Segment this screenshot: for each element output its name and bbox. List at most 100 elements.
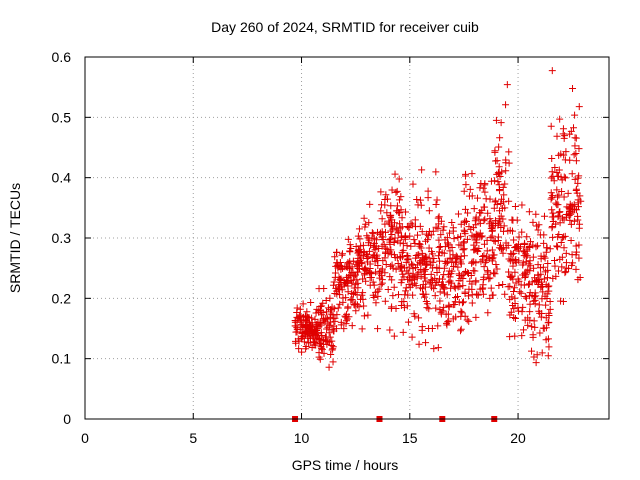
data-point	[511, 294, 519, 302]
data-point	[481, 188, 489, 196]
data-point	[308, 344, 316, 352]
data-point	[409, 261, 417, 269]
data-point	[400, 304, 408, 312]
data-point	[407, 277, 415, 285]
data-point	[456, 256, 464, 264]
data-point	[402, 208, 410, 216]
data-point	[381, 254, 389, 262]
data-point	[403, 242, 411, 250]
data-point	[484, 309, 492, 317]
data-point	[520, 241, 528, 249]
data-point	[555, 267, 563, 275]
data-point	[570, 124, 578, 132]
data-point	[358, 325, 366, 333]
data-point	[337, 318, 345, 326]
data-point	[334, 283, 342, 291]
data-point	[500, 191, 508, 199]
data-point	[426, 280, 434, 288]
data-point	[295, 345, 303, 353]
y-tick-label: 0.6	[52, 49, 72, 65]
data-point	[537, 270, 545, 278]
data-point	[526, 308, 534, 316]
data-point	[352, 307, 360, 315]
data-point	[542, 301, 550, 309]
data-point	[308, 314, 316, 322]
data-point	[458, 309, 466, 317]
data-point	[575, 241, 583, 249]
data-point	[440, 271, 448, 279]
data-point	[553, 186, 561, 194]
data-point	[383, 195, 391, 203]
data-point	[492, 197, 500, 205]
data-point	[537, 313, 545, 321]
data-point	[417, 201, 425, 209]
data-point	[334, 304, 342, 312]
data-point	[354, 279, 362, 287]
data-point	[499, 244, 507, 252]
data-point	[529, 253, 537, 261]
data-point	[449, 224, 457, 232]
data-point	[494, 237, 502, 245]
data-point	[360, 214, 368, 222]
data-point	[418, 228, 426, 236]
data-point	[491, 270, 499, 278]
data-point	[331, 317, 339, 325]
data-point	[525, 281, 533, 289]
data-point	[515, 233, 523, 241]
data-point	[443, 234, 451, 242]
data-point	[520, 281, 528, 289]
data-point	[362, 220, 370, 228]
data-point	[496, 217, 504, 225]
data-point	[347, 244, 355, 252]
data-point	[528, 323, 536, 331]
data-point	[519, 303, 527, 311]
data-point	[524, 314, 532, 322]
data-point	[549, 233, 557, 241]
data-point	[440, 223, 448, 231]
data-point	[322, 296, 330, 304]
data-point	[523, 247, 531, 255]
data-point	[323, 325, 331, 333]
data-point	[384, 285, 392, 293]
data-point	[428, 325, 436, 333]
data-point	[554, 193, 562, 201]
data-point	[479, 276, 487, 284]
data-point	[434, 322, 442, 330]
data-point	[575, 145, 583, 153]
data-point	[375, 285, 383, 293]
data-point	[430, 345, 438, 353]
data-point	[525, 243, 533, 251]
data-point	[314, 324, 322, 332]
data-point	[360, 302, 368, 310]
data-point	[413, 196, 421, 204]
data-point	[544, 274, 552, 282]
data-point	[462, 217, 470, 225]
data-point	[418, 258, 426, 266]
data-point	[548, 213, 556, 221]
data-point	[518, 201, 526, 209]
data-point	[525, 208, 533, 216]
data-point	[515, 307, 523, 315]
data-point	[557, 239, 565, 247]
data-point	[477, 258, 485, 266]
data-point	[424, 236, 432, 244]
data-point	[512, 279, 520, 287]
data-point	[445, 317, 453, 325]
data-point	[435, 236, 443, 244]
data-point	[556, 208, 564, 216]
data-point	[445, 278, 453, 286]
data-point	[468, 259, 476, 267]
data-point	[397, 193, 405, 201]
data-point	[558, 188, 566, 196]
data-point	[470, 246, 478, 254]
data-point	[326, 313, 334, 321]
data-point	[530, 353, 538, 361]
data-point	[531, 296, 539, 304]
data-point	[576, 192, 584, 200]
data-point	[405, 274, 413, 282]
data-point	[361, 264, 369, 272]
data-point	[487, 218, 495, 226]
data-point	[383, 209, 391, 217]
data-point	[497, 223, 505, 231]
data-point	[421, 267, 429, 275]
